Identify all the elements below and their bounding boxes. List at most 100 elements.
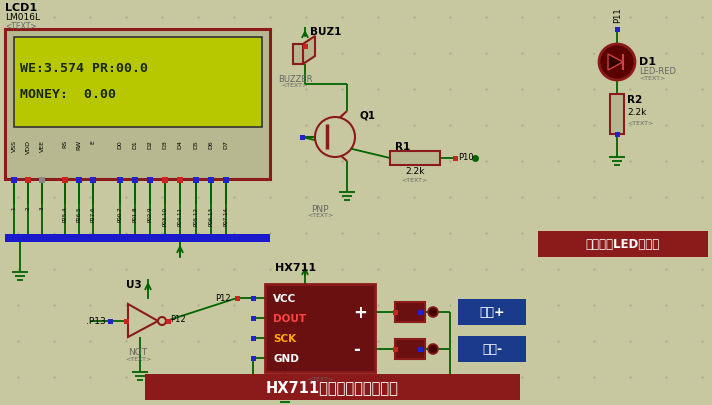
Bar (14, 38, 262, 128)
Text: R1: R1 (395, 142, 410, 151)
Text: P10: P10 (458, 153, 473, 162)
Bar (117, 177, 123, 183)
Circle shape (428, 344, 438, 354)
Text: WE:3.574 PR:00.0: WE:3.574 PR:00.0 (20, 61, 148, 74)
Text: .P13: .P13 (86, 317, 106, 326)
Bar (251, 316, 256, 321)
Text: P06.13: P06.13 (209, 207, 214, 226)
Bar (251, 296, 256, 301)
Text: HX711: HX711 (275, 262, 316, 272)
Text: P07.14: P07.14 (224, 207, 229, 226)
Polygon shape (128, 304, 158, 337)
Bar (615, 28, 620, 33)
Text: P11: P11 (614, 7, 622, 23)
Text: RW: RW (76, 140, 81, 150)
Bar (5, 30, 270, 179)
Text: BUZZER: BUZZER (278, 75, 313, 84)
Text: 2.2k: 2.2k (405, 166, 424, 175)
Bar (124, 319, 129, 324)
Bar (251, 356, 256, 361)
Circle shape (428, 307, 438, 317)
Bar (393, 310, 398, 315)
Text: P03.10: P03.10 (162, 207, 167, 226)
Text: <TEXT>: <TEXT> (307, 213, 333, 217)
Bar (147, 177, 153, 183)
Bar (108, 319, 113, 324)
Bar (5, 234, 270, 243)
Bar (300, 136, 305, 141)
Bar (615, 133, 620, 138)
Bar (538, 231, 708, 257)
Bar (25, 177, 31, 183)
Bar (395, 339, 425, 359)
Bar (235, 296, 240, 301)
Text: D7: D7 (224, 140, 229, 149)
Text: D1: D1 (132, 140, 137, 148)
Text: LCD1: LCD1 (5, 3, 37, 13)
Text: D6: D6 (209, 140, 214, 148)
Bar (177, 177, 183, 183)
Bar (90, 177, 96, 183)
Text: BUZ1: BUZ1 (310, 27, 341, 37)
Text: 重量+: 重量+ (479, 306, 505, 319)
Text: P04.11: P04.11 (177, 207, 182, 226)
Text: P01.8: P01.8 (132, 207, 137, 222)
Text: SCK: SCK (273, 333, 296, 343)
Bar (145, 374, 520, 400)
Circle shape (158, 317, 166, 325)
Text: R2: R2 (627, 95, 642, 105)
Circle shape (315, 118, 355, 158)
Text: VEE: VEE (39, 140, 44, 151)
Bar (418, 347, 423, 352)
Text: P12: P12 (215, 294, 231, 303)
Text: D2: D2 (147, 140, 152, 149)
Text: <TEXT>: <TEXT> (307, 376, 333, 381)
Bar (162, 177, 168, 183)
Bar (610, 95, 624, 135)
Text: LED-RED: LED-RED (639, 67, 676, 76)
Text: E: E (90, 140, 95, 143)
Bar (390, 151, 440, 166)
Text: LM016L: LM016L (5, 13, 40, 22)
Bar (76, 177, 82, 183)
Text: +: + (353, 303, 367, 321)
Text: PNP: PNP (311, 205, 329, 213)
Text: <TEXT>: <TEXT> (639, 76, 665, 81)
Text: 重量-: 重量- (482, 343, 502, 356)
Text: <TEXT>: <TEXT> (5, 22, 36, 31)
Bar (62, 177, 68, 183)
Text: NOT: NOT (128, 347, 147, 356)
Text: P00.7: P00.7 (117, 207, 122, 222)
Bar (166, 319, 171, 324)
Polygon shape (608, 55, 623, 71)
Polygon shape (303, 37, 315, 65)
Text: DOUT: DOUT (273, 313, 306, 323)
Text: <TEXT>: <TEXT> (125, 356, 151, 361)
Bar (193, 177, 199, 183)
Text: 1: 1 (11, 207, 16, 210)
Bar (418, 310, 423, 315)
Circle shape (599, 45, 635, 81)
Text: P05.12: P05.12 (194, 207, 199, 226)
Text: D0: D0 (117, 140, 122, 148)
Text: U3: U3 (126, 279, 142, 289)
Text: VCC: VCC (273, 293, 296, 303)
Bar (395, 302, 425, 322)
Bar (251, 336, 256, 341)
Bar (393, 347, 398, 352)
Bar (458, 299, 526, 325)
Bar (11, 177, 17, 183)
Text: D4: D4 (177, 140, 182, 149)
Bar (453, 157, 458, 162)
Bar (458, 336, 526, 362)
Text: 2.2k: 2.2k (627, 108, 646, 117)
Text: P27.6: P27.6 (90, 207, 95, 222)
Bar (208, 177, 214, 183)
Text: P25.4: P25.4 (63, 207, 68, 222)
Text: 3: 3 (39, 207, 44, 210)
Text: D5: D5 (194, 140, 199, 148)
Text: P12: P12 (170, 315, 186, 324)
Text: VDD: VDD (26, 140, 31, 153)
Bar (223, 177, 229, 183)
Text: D1: D1 (639, 57, 656, 67)
